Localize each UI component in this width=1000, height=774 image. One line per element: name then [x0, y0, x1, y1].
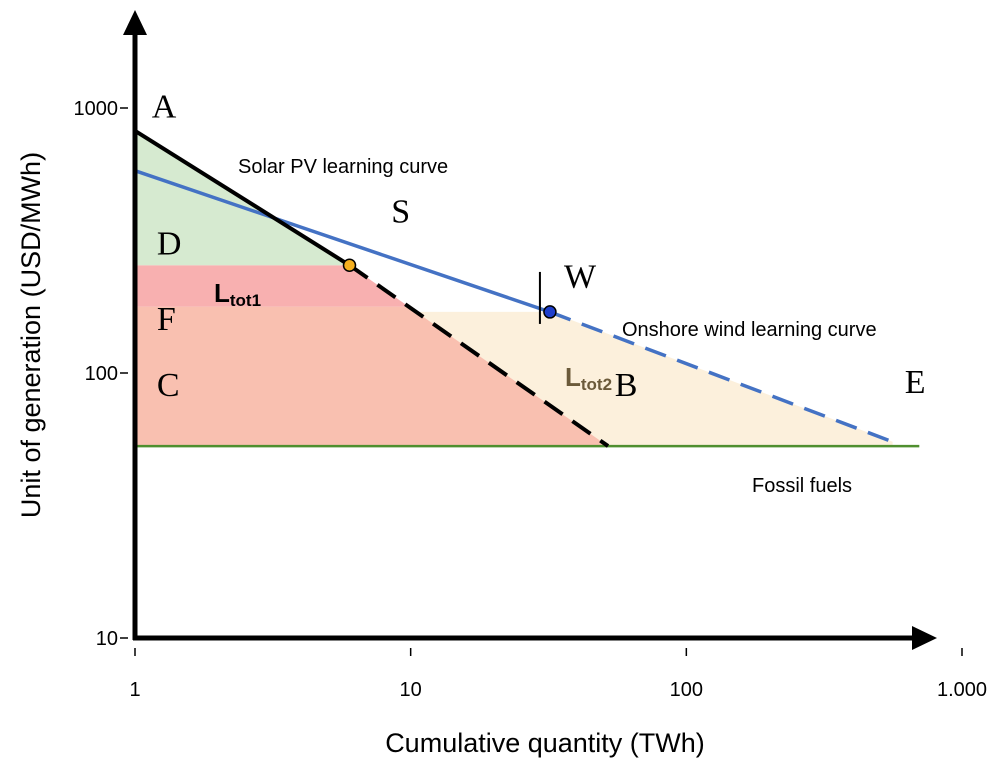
wind-line-solid	[134, 169, 551, 314]
solar-line-solid	[133, 129, 351, 267]
x-axis-label: Cumulative quantity (TWh)	[385, 728, 705, 758]
point-label-e: E	[905, 364, 926, 401]
point-label-w: W	[564, 259, 597, 296]
wind-line-dashed	[549, 310, 894, 444]
point-label-b: B	[615, 367, 638, 404]
point-label-d: D	[157, 226, 182, 263]
x-tick-label: 100	[670, 679, 703, 701]
ltot2-main: L	[565, 362, 581, 392]
markers	[342, 258, 557, 319]
solar-line-dashed	[348, 263, 610, 448]
marker-w	[543, 305, 557, 319]
fossil-fuels-annotation: Fossil fuels	[752, 475, 852, 497]
x-tick-label: 1.000	[937, 679, 987, 701]
region-f	[135, 306, 608, 447]
ltot1-main: L	[214, 278, 230, 308]
y-tick-label: 10	[96, 628, 118, 650]
ltot1-sub: tot1	[230, 291, 261, 310]
ltot1-label: Ltot1	[214, 278, 261, 310]
x-axis-arrow	[912, 626, 937, 650]
point-labels: A S W D FC B E	[152, 89, 926, 404]
ltot2-label: Ltot2	[565, 362, 612, 394]
y-axis-label: Unit of generation (USD/MWh)	[16, 152, 46, 518]
solar-pv-annotation: Solar PV learning curve	[238, 156, 448, 178]
x-tick-label: 10	[400, 679, 422, 701]
point-label-c: C	[157, 367, 180, 404]
onshore-wind-annotation: Onshore wind learning curve	[622, 319, 877, 341]
y-tick-label: 100	[85, 363, 118, 385]
y-axis-arrow	[123, 10, 147, 35]
y-tick-label: 1000	[74, 98, 119, 120]
point-label-a: A	[152, 89, 177, 126]
region-ltot1	[135, 265, 409, 307]
x-tick-label: 1	[129, 679, 140, 701]
point-label-f: F	[157, 301, 176, 338]
marker-s	[342, 258, 357, 273]
ltot2-sub: tot2	[581, 375, 612, 394]
point-label-s: S	[391, 193, 410, 230]
region-ltot2	[416, 311, 893, 447]
series-lines	[133, 129, 920, 448]
axis-ticks: 1 10 100 1.000 10 100 1000	[74, 98, 988, 701]
